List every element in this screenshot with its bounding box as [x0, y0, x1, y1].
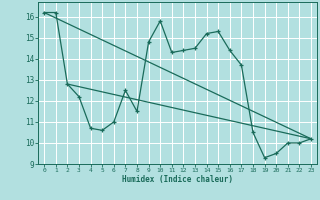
X-axis label: Humidex (Indice chaleur): Humidex (Indice chaleur) [122, 175, 233, 184]
